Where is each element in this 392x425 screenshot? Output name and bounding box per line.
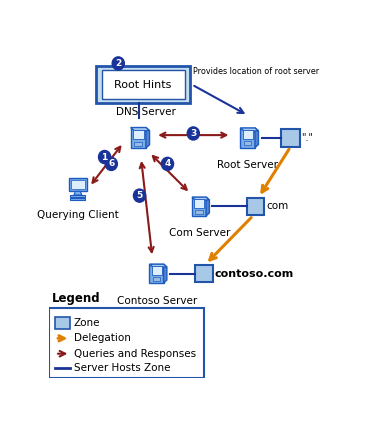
Circle shape — [187, 127, 200, 140]
FancyBboxPatch shape — [152, 266, 162, 275]
FancyBboxPatch shape — [55, 317, 70, 329]
FancyBboxPatch shape — [96, 66, 190, 103]
Text: Queries and Responses: Queries and Responses — [74, 348, 196, 359]
FancyBboxPatch shape — [195, 210, 203, 214]
Circle shape — [98, 150, 111, 164]
FancyBboxPatch shape — [192, 197, 206, 216]
FancyBboxPatch shape — [244, 142, 252, 145]
Polygon shape — [206, 197, 209, 216]
Polygon shape — [255, 128, 258, 147]
FancyBboxPatch shape — [281, 129, 299, 147]
Circle shape — [162, 157, 174, 170]
Circle shape — [112, 57, 124, 70]
FancyBboxPatch shape — [194, 199, 204, 208]
Polygon shape — [240, 128, 258, 131]
Polygon shape — [146, 128, 150, 148]
FancyBboxPatch shape — [102, 70, 185, 99]
Text: Provides location of root server: Provides location of root server — [193, 68, 319, 76]
Text: 3: 3 — [190, 129, 196, 138]
FancyBboxPatch shape — [149, 264, 163, 283]
Text: Delegation: Delegation — [74, 333, 131, 343]
Polygon shape — [192, 197, 209, 200]
Text: Legend: Legend — [51, 292, 100, 305]
Text: Server Hosts Zone: Server Hosts Zone — [74, 363, 171, 374]
Text: Querying Client: Querying Client — [37, 210, 119, 220]
FancyBboxPatch shape — [69, 178, 87, 191]
FancyBboxPatch shape — [131, 128, 146, 148]
Text: Root Hints: Root Hints — [114, 79, 172, 90]
Text: 4: 4 — [164, 159, 171, 168]
Text: Zone: Zone — [74, 318, 100, 328]
FancyBboxPatch shape — [70, 195, 85, 197]
Polygon shape — [131, 128, 150, 130]
Text: DNS Server: DNS Server — [116, 108, 176, 117]
Text: Contoso Server: Contoso Server — [117, 296, 197, 306]
Text: ".": "." — [301, 133, 314, 143]
Polygon shape — [149, 264, 167, 267]
FancyBboxPatch shape — [195, 265, 213, 282]
Circle shape — [105, 157, 117, 170]
FancyBboxPatch shape — [133, 130, 144, 139]
FancyBboxPatch shape — [153, 277, 160, 281]
Text: 6: 6 — [108, 159, 114, 168]
FancyBboxPatch shape — [247, 198, 264, 215]
Circle shape — [133, 189, 145, 202]
Text: Root Server: Root Server — [218, 160, 278, 170]
FancyBboxPatch shape — [243, 130, 253, 139]
Text: 2: 2 — [115, 59, 122, 68]
FancyBboxPatch shape — [71, 180, 85, 190]
FancyBboxPatch shape — [49, 308, 204, 378]
Polygon shape — [163, 264, 167, 283]
FancyBboxPatch shape — [134, 142, 142, 146]
FancyBboxPatch shape — [240, 128, 255, 147]
Text: contoso.com: contoso.com — [214, 269, 294, 278]
Polygon shape — [74, 191, 82, 195]
Text: 5: 5 — [136, 191, 143, 200]
Text: com: com — [266, 201, 289, 212]
Text: Com Server: Com Server — [169, 228, 230, 238]
Text: 1: 1 — [102, 153, 108, 162]
FancyBboxPatch shape — [70, 198, 85, 200]
